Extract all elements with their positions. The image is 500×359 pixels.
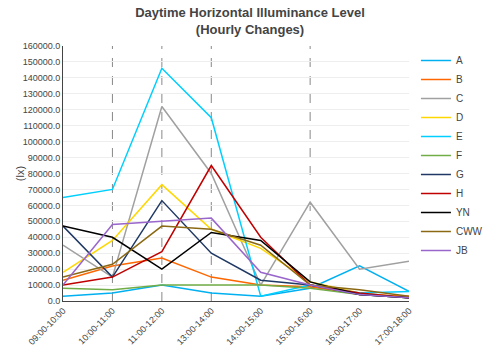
svg-text:110000.0: 110000.0 (23, 121, 60, 131)
svg-text:E: E (456, 131, 463, 142)
svg-text:A: A (456, 55, 463, 66)
svg-text:140000.0: 140000.0 (23, 73, 61, 83)
svg-text:JB: JB (456, 245, 468, 256)
svg-text:50000.0: 50000.0 (28, 216, 61, 226)
svg-text:YN: YN (456, 207, 470, 218)
svg-text:90000.0: 90000.0 (28, 153, 61, 163)
svg-text:80000.0: 80000.0 (28, 169, 61, 179)
svg-text:70000.0: 70000.0 (28, 185, 61, 195)
svg-text:130000.0: 130000.0 (23, 89, 61, 99)
svg-text:C: C (456, 93, 463, 104)
svg-text:160000.0: 160000.0 (23, 41, 61, 51)
svg-text:120000.0: 120000.0 (23, 105, 61, 115)
svg-text:17:00-18:00: 17:00-18:00 (373, 306, 414, 347)
svg-text:(lx): (lx) (14, 166, 26, 181)
svg-text:10:00-11:00: 10:00-11:00 (76, 306, 117, 347)
svg-text:100000.0: 100000.0 (23, 137, 61, 147)
svg-text:CWW: CWW (456, 226, 483, 237)
svg-text:16:00-17:00: 16:00-17:00 (323, 306, 364, 347)
svg-text:F: F (456, 150, 462, 161)
svg-text:40000.0: 40000.0 (28, 232, 61, 242)
svg-text:14:00-15:00: 14:00-15:00 (224, 306, 265, 347)
svg-text:B: B (456, 74, 463, 85)
svg-text:20000.0: 20000.0 (28, 264, 61, 274)
svg-text:30000.0: 30000.0 (28, 248, 61, 258)
svg-text:15:00-16:00: 15:00-16:00 (274, 306, 315, 347)
svg-text:0.0: 0.0 (48, 296, 61, 306)
svg-text:09:00-10:00: 09:00-10:00 (27, 306, 68, 347)
svg-text:150000.0: 150000.0 (23, 57, 61, 67)
svg-text:13:00-14:00: 13:00-14:00 (175, 306, 216, 347)
svg-text:Daytime Horizontal Illuminance: Daytime Horizontal Illuminance Level(Hou… (135, 5, 365, 37)
svg-text:11:00-12:00: 11:00-12:00 (126, 306, 167, 347)
svg-text:H: H (456, 188, 463, 199)
svg-text:10000.0: 10000.0 (28, 280, 61, 290)
svg-text:D: D (456, 112, 463, 123)
svg-text:60000.0: 60000.0 (28, 201, 61, 211)
svg-text:G: G (456, 169, 464, 180)
